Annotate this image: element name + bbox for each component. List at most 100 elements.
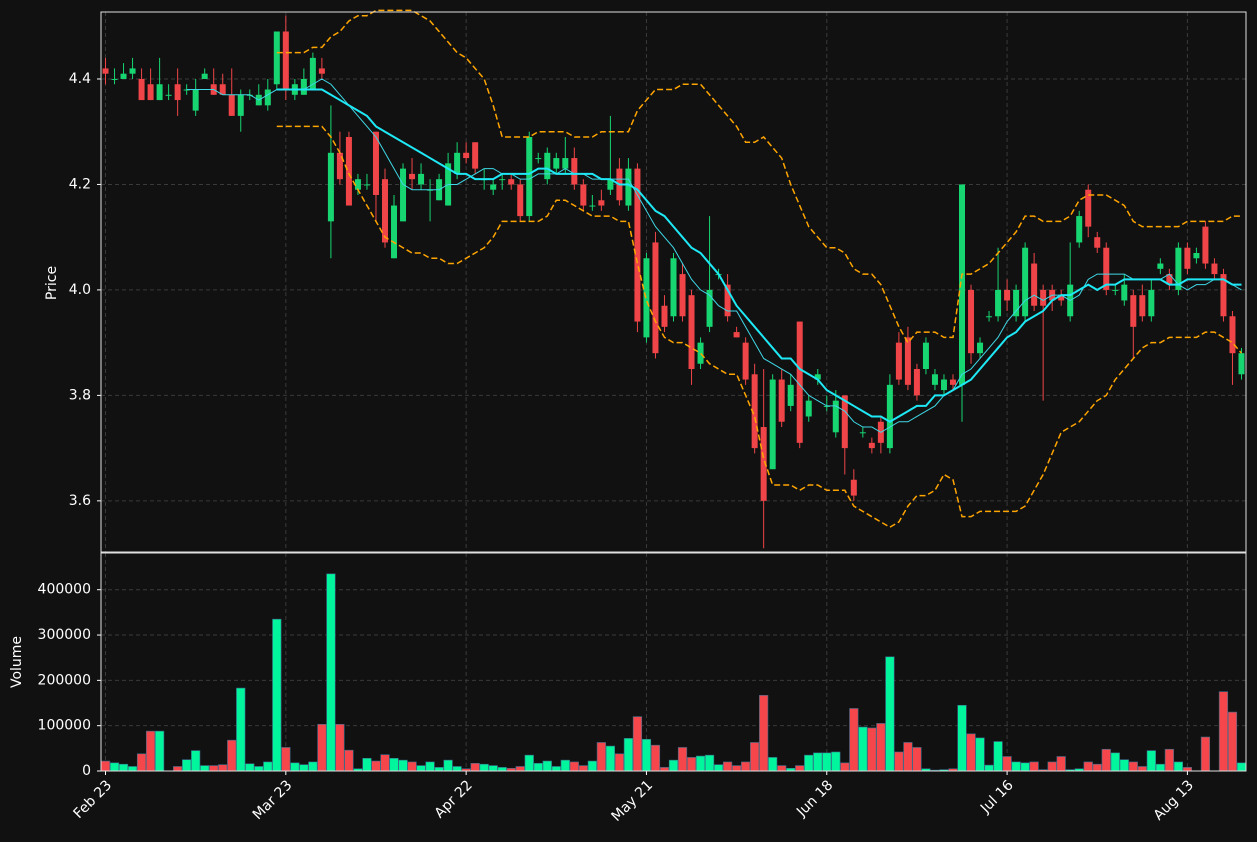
volume-bar (966, 733, 976, 772)
volume-bar (984, 764, 994, 772)
volume-bar (209, 765, 219, 772)
volume-bar (885, 656, 895, 772)
volume-bar (317, 724, 327, 772)
volume-bar (1155, 763, 1165, 772)
candle-body (1139, 295, 1146, 317)
volume-bar (1101, 748, 1111, 772)
candle-body (354, 179, 361, 190)
candle-body (1220, 274, 1227, 317)
candle-body (1175, 247, 1182, 290)
candle-body (688, 295, 695, 370)
candle-body (1112, 289, 1119, 291)
candle-body (120, 73, 127, 79)
volume-bar (659, 767, 670, 772)
candle-body (264, 89, 271, 106)
volume-bar (145, 730, 156, 772)
candle-body (418, 173, 425, 185)
volume-bar (668, 759, 679, 772)
candle-body (922, 342, 929, 370)
candle-body (751, 374, 758, 449)
volume-bar (452, 766, 462, 772)
volume-bar (813, 752, 823, 772)
volume-tick-label: 100000 (38, 718, 91, 734)
price-frame (100, 11, 1247, 553)
candle-body (499, 179, 506, 181)
candle-body (1031, 263, 1038, 306)
candle-body (490, 184, 497, 190)
volume-bar (1218, 691, 1229, 772)
candle-body (580, 184, 587, 206)
candle-body (652, 242, 659, 354)
candle-body (625, 168, 632, 206)
candle-body (607, 179, 614, 190)
candle-body (986, 316, 993, 318)
volume-bar (1137, 766, 1147, 772)
volume-bar (1020, 762, 1030, 772)
volume-bar (876, 723, 886, 772)
candle-body (463, 152, 470, 159)
candle-body (526, 136, 533, 217)
candle-body (517, 184, 524, 217)
volume-tick-label: 400000 (38, 582, 91, 598)
volume-bar (416, 765, 426, 772)
candle-body (544, 152, 551, 180)
candle-body (706, 289, 713, 327)
candle-body (913, 369, 920, 396)
candle-body (769, 379, 776, 470)
candle-body (192, 89, 199, 111)
candle-body (904, 337, 911, 385)
candle-body (535, 158, 542, 160)
volume-bar (524, 754, 534, 772)
candle-body (760, 427, 767, 501)
candle-body (409, 173, 416, 180)
volume-bar (425, 761, 435, 772)
volume-bar (1056, 756, 1066, 772)
candle-body (336, 152, 343, 180)
candle-body (697, 342, 704, 364)
volume-bar (587, 760, 597, 772)
volume-bar (623, 738, 634, 772)
volume-bar (1200, 736, 1211, 772)
candle-body (968, 289, 975, 354)
volume-bar (551, 766, 561, 772)
overlay-line (276, 125, 1243, 529)
volume-bar (614, 753, 625, 772)
candle-body (1148, 289, 1155, 317)
candle-body (282, 31, 289, 90)
volume-bar (768, 757, 778, 772)
candle-body (111, 78, 118, 80)
volume-bar (840, 762, 850, 772)
volume-bar (1110, 752, 1120, 772)
candle-body (832, 400, 839, 433)
volume-frame (100, 552, 1247, 772)
volume-tick-label: 0 (82, 763, 91, 779)
volume-bar (795, 765, 805, 772)
volume-bar (605, 745, 615, 772)
volume-bar (533, 762, 543, 772)
candle-body (634, 168, 641, 322)
volume-bar (1092, 763, 1102, 772)
volume-bar (1236, 762, 1247, 772)
volume-bar (380, 754, 390, 772)
y-axis-label: Price (44, 266, 60, 300)
volume-bar (867, 727, 877, 772)
volume-bar (858, 726, 868, 772)
candle-body (508, 179, 515, 185)
volume-bar (686, 757, 697, 772)
volume-bar (777, 765, 787, 772)
volume-bar (560, 759, 570, 772)
volume-bar (822, 752, 832, 772)
candle-body (724, 284, 731, 317)
volume-bar (542, 760, 552, 772)
candle-body (670, 258, 677, 317)
candle-body (1058, 295, 1065, 301)
volume-bar (434, 767, 444, 772)
volume-bar (344, 749, 354, 772)
candle-body (895, 342, 902, 380)
candle-body (309, 57, 316, 90)
candle-body (1130, 295, 1137, 327)
volume-bar (1047, 761, 1057, 772)
